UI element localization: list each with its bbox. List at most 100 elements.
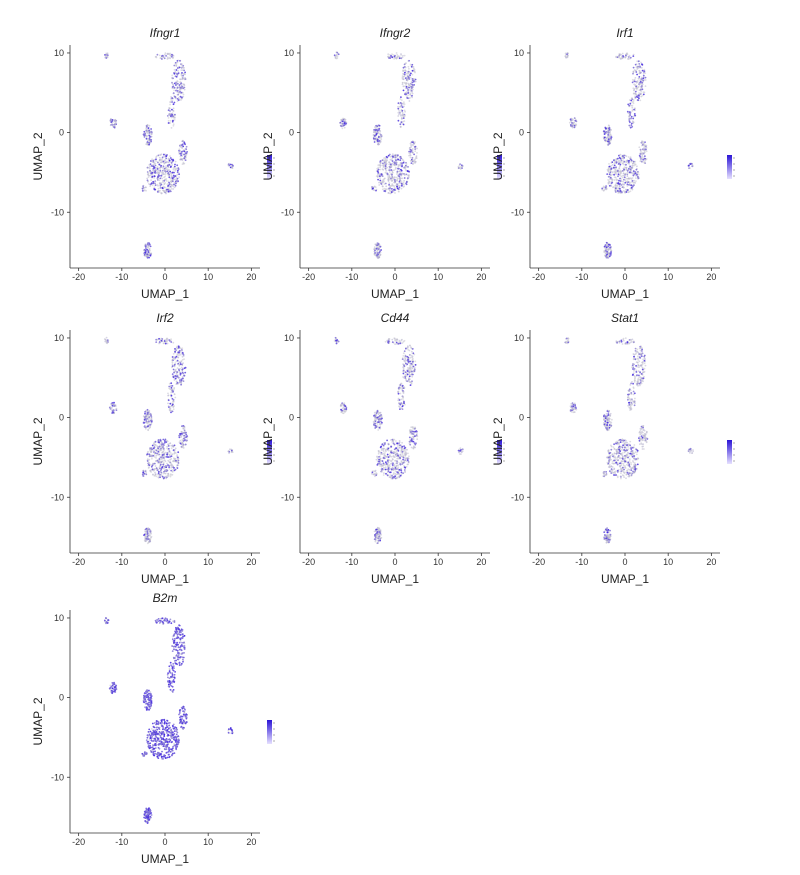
data-point xyxy=(379,459,381,462)
data-point xyxy=(410,89,413,92)
data-point xyxy=(380,447,383,450)
data-point xyxy=(159,153,162,156)
data-point xyxy=(603,250,606,252)
data-point xyxy=(177,180,180,183)
data-point xyxy=(605,127,607,130)
data-point xyxy=(573,125,576,128)
data-point xyxy=(382,462,385,465)
data-point xyxy=(394,466,397,469)
data-point xyxy=(153,468,156,470)
data-point xyxy=(632,115,635,118)
data-point xyxy=(630,115,633,118)
data-point xyxy=(106,56,109,58)
data-point xyxy=(400,460,403,462)
data-point xyxy=(166,339,168,342)
data-point xyxy=(400,168,402,171)
data-point xyxy=(402,66,405,69)
data-point xyxy=(388,465,391,467)
data-point xyxy=(690,162,693,165)
data-point xyxy=(397,115,400,117)
data-point xyxy=(405,451,407,454)
data-point xyxy=(639,152,642,154)
data-point xyxy=(405,93,407,95)
data-point xyxy=(149,531,152,533)
data-point xyxy=(385,163,387,166)
x-tick-label: -10 xyxy=(345,272,358,282)
data-point xyxy=(414,157,417,160)
data-point xyxy=(376,252,378,255)
data-point xyxy=(159,161,162,164)
point-group xyxy=(564,51,694,259)
data-point xyxy=(181,72,183,74)
data-point xyxy=(386,173,389,176)
data-point xyxy=(174,362,177,365)
data-point xyxy=(413,353,416,356)
data-point xyxy=(377,452,380,455)
data-point xyxy=(147,251,150,254)
data-point xyxy=(146,460,149,462)
y-tick-label: -10 xyxy=(51,207,64,217)
data-point xyxy=(623,154,626,157)
data-point xyxy=(159,158,162,161)
data-point xyxy=(157,174,160,177)
data-point xyxy=(181,75,183,77)
data-point xyxy=(641,141,643,144)
data-point xyxy=(416,433,418,435)
data-point xyxy=(626,52,629,55)
data-point xyxy=(176,73,178,76)
data-point xyxy=(377,143,380,146)
data-point xyxy=(158,156,161,159)
data-point xyxy=(144,249,147,252)
data-point xyxy=(383,457,386,460)
data-point xyxy=(378,181,380,184)
data-point xyxy=(160,453,163,456)
data-point xyxy=(639,150,642,153)
data-point xyxy=(175,459,177,462)
data-point xyxy=(148,164,151,166)
data-point xyxy=(146,177,148,180)
data-point xyxy=(378,256,380,259)
data-point xyxy=(398,110,401,112)
data-point xyxy=(179,59,182,62)
data-point xyxy=(168,464,171,467)
data-point xyxy=(409,360,412,363)
data-point xyxy=(344,410,346,413)
data-point xyxy=(171,161,173,164)
data-point xyxy=(170,444,173,447)
data-point xyxy=(382,179,385,182)
data-point xyxy=(377,450,380,452)
data-point xyxy=(381,181,384,184)
data-point xyxy=(399,455,401,458)
data-point xyxy=(637,60,640,63)
data-point xyxy=(408,436,411,439)
data-point xyxy=(181,159,184,162)
data-point xyxy=(153,452,156,455)
data-point xyxy=(391,190,394,192)
data-point xyxy=(567,340,570,343)
data-point xyxy=(409,150,412,153)
data-point xyxy=(397,468,400,470)
data-point xyxy=(412,438,415,440)
data-point xyxy=(179,432,182,435)
data-point xyxy=(400,339,403,341)
data-point xyxy=(149,254,152,257)
data-point xyxy=(376,455,378,458)
data-point xyxy=(143,136,146,138)
data-point xyxy=(114,120,117,123)
data-point xyxy=(379,177,381,180)
data-point xyxy=(641,155,643,158)
data-point xyxy=(145,124,148,127)
data-point xyxy=(406,373,409,376)
data-point xyxy=(402,472,404,474)
data-point xyxy=(636,173,638,176)
data-point xyxy=(622,186,625,189)
data-point xyxy=(145,538,148,541)
data-point xyxy=(151,457,153,460)
x-tick-label: -20 xyxy=(302,557,315,567)
data-point xyxy=(154,440,157,443)
data-point xyxy=(411,73,414,76)
data-point xyxy=(185,439,188,442)
data-point xyxy=(161,338,164,340)
data-point xyxy=(632,99,635,101)
data-point xyxy=(185,145,188,148)
